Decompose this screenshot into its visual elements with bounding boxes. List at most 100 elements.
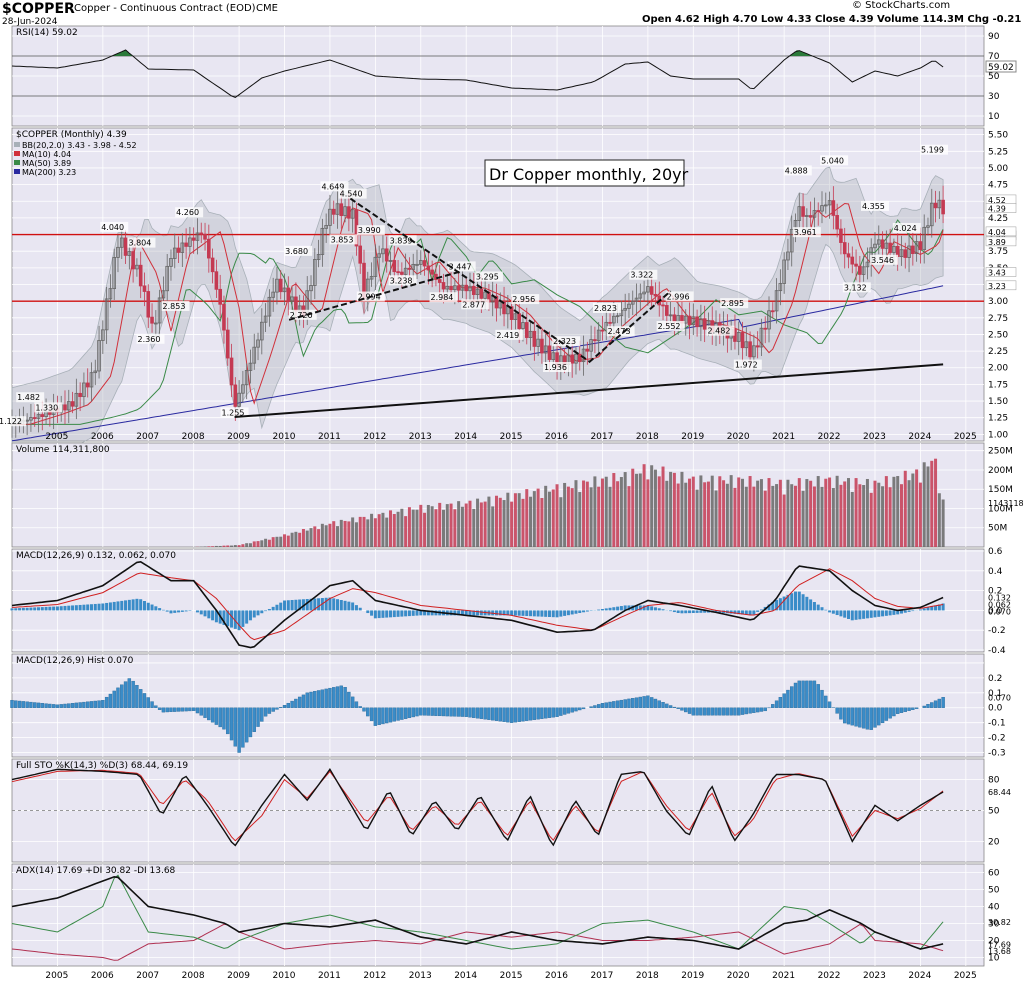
macd-hist-bar: [475, 707, 480, 719]
macd-hist-bar: [381, 707, 385, 725]
candle-body: [191, 237, 196, 241]
macd-hist-bar: [759, 609, 763, 611]
volume-bar: [809, 480, 813, 547]
macd-tick: 0.4: [988, 567, 1003, 577]
macd-hist-bar: [55, 606, 59, 611]
macd-hist-bar: [786, 689, 790, 708]
macd-hist-bar: [649, 697, 654, 708]
macd-hist-bar: [479, 707, 484, 719]
price-pivot-label: 2.984: [430, 293, 453, 302]
price-pivot-label: 1.936: [544, 363, 567, 372]
adx-tick: 50: [988, 886, 1000, 896]
volume-bar: [529, 496, 533, 547]
macd-hist-bar: [551, 610, 555, 618]
candle-body: [914, 241, 919, 255]
macd-hist-bar: [237, 707, 241, 753]
macd-hist-bar: [672, 706, 677, 708]
macd-hist-bar: [290, 700, 294, 708]
candle-body: [407, 267, 412, 270]
macd-hist-bar: [941, 603, 945, 611]
volume-value-label: 114311800: [988, 499, 1024, 508]
macd-hist-bar: [120, 600, 124, 611]
candle-body: [343, 206, 347, 217]
macd-hist-bar: [127, 599, 131, 611]
macd-hist-bar: [123, 681, 128, 708]
macd-hist-bar: [638, 605, 642, 611]
macd-hist-bar: [578, 707, 582, 711]
price-pivot-label: 1.482: [17, 393, 40, 402]
candle-body: [29, 417, 33, 421]
volume-bar: [672, 472, 676, 547]
macd-hist-bar: [44, 606, 48, 611]
chart-exchange: CME: [256, 3, 278, 14]
macd-hist-bar: [112, 690, 116, 708]
adx-minus-di-line: [11, 923, 944, 961]
macd-hist-bar: [460, 610, 464, 616]
price-pivot-label: 3.804: [128, 239, 151, 248]
candle-body: [36, 414, 41, 419]
macd-hist-bar: [907, 610, 911, 612]
macd-hist-bar: [218, 707, 222, 728]
macd-hist-bar: [566, 707, 571, 714]
candle-body: [313, 259, 317, 286]
macd-hist-bar: [706, 707, 711, 716]
macd-hist-bar: [615, 700, 620, 708]
candle-body: [615, 315, 620, 318]
candle-body: [131, 251, 135, 270]
macd-panel: [11, 548, 985, 653]
candle-body: [820, 205, 824, 212]
volume-bar: [657, 476, 661, 547]
macd-hist-bar: [634, 697, 639, 708]
price-y-tick: 5.50: [988, 131, 1008, 141]
macd-hist-bar: [195, 610, 199, 613]
macd-hist-bar: [642, 696, 646, 708]
macd-hist-bar: [260, 610, 264, 614]
rsi-tick: 50: [988, 72, 1000, 82]
volume-bar: [820, 486, 824, 547]
macd-hist-bar: [336, 599, 340, 611]
candle-body: [260, 321, 264, 341]
macd-hist-bar: [778, 697, 783, 708]
candle-body: [63, 404, 67, 411]
macd-hist-bar: [824, 695, 828, 708]
macd-hist-bar: [737, 610, 741, 615]
volume-bar: [597, 486, 601, 547]
macd-hist-bar: [256, 610, 260, 616]
macd-line: [11, 560, 944, 649]
macd-hist-bar: [411, 610, 415, 616]
volume-bar: [706, 481, 710, 547]
candle-body: [513, 313, 518, 320]
macd-title: MACD(12,26,9) 0.132, 0.062, 0.070: [16, 551, 176, 561]
macd-hist-bar: [169, 707, 173, 712]
sto-tick: 20: [988, 837, 1000, 847]
price-pivot-label: 3.990: [358, 226, 381, 235]
macd-hist-bar: [373, 610, 377, 619]
volume-bar: [619, 477, 623, 547]
macd-hist-bar: [97, 603, 101, 611]
candle-body: [161, 290, 166, 299]
price-legend-entry: MA(10) 4.04: [22, 150, 71, 159]
candle-body: [612, 315, 616, 324]
price-x-tick: 2009: [227, 432, 250, 442]
candle-body: [702, 318, 707, 330]
candle-body: [842, 242, 847, 255]
macd-hist-value-label: 0.070: [988, 693, 1011, 702]
price-label-bg: [284, 245, 313, 256]
volume-bar: [226, 545, 230, 547]
volume-bar: [665, 480, 669, 547]
macd-hist-bar: [230, 610, 234, 628]
price-pivot-label: 1.122: [0, 417, 22, 426]
macd-hist-bar: [377, 707, 381, 725]
macd-hist-bar: [903, 610, 907, 613]
macd-hist-bar: [608, 701, 612, 708]
candle-body: [744, 341, 749, 349]
macd-hist-bar: [55, 704, 60, 708]
macd-hist-bar: [899, 610, 903, 614]
macd-hist-bar: [233, 610, 237, 629]
bottom-x-tick: 2010: [273, 971, 296, 981]
rsi-tick: 10: [988, 112, 1000, 122]
candle-body: [502, 300, 506, 315]
macd-hist-bar: [619, 606, 623, 611]
macd-hist-bar: [456, 707, 461, 717]
